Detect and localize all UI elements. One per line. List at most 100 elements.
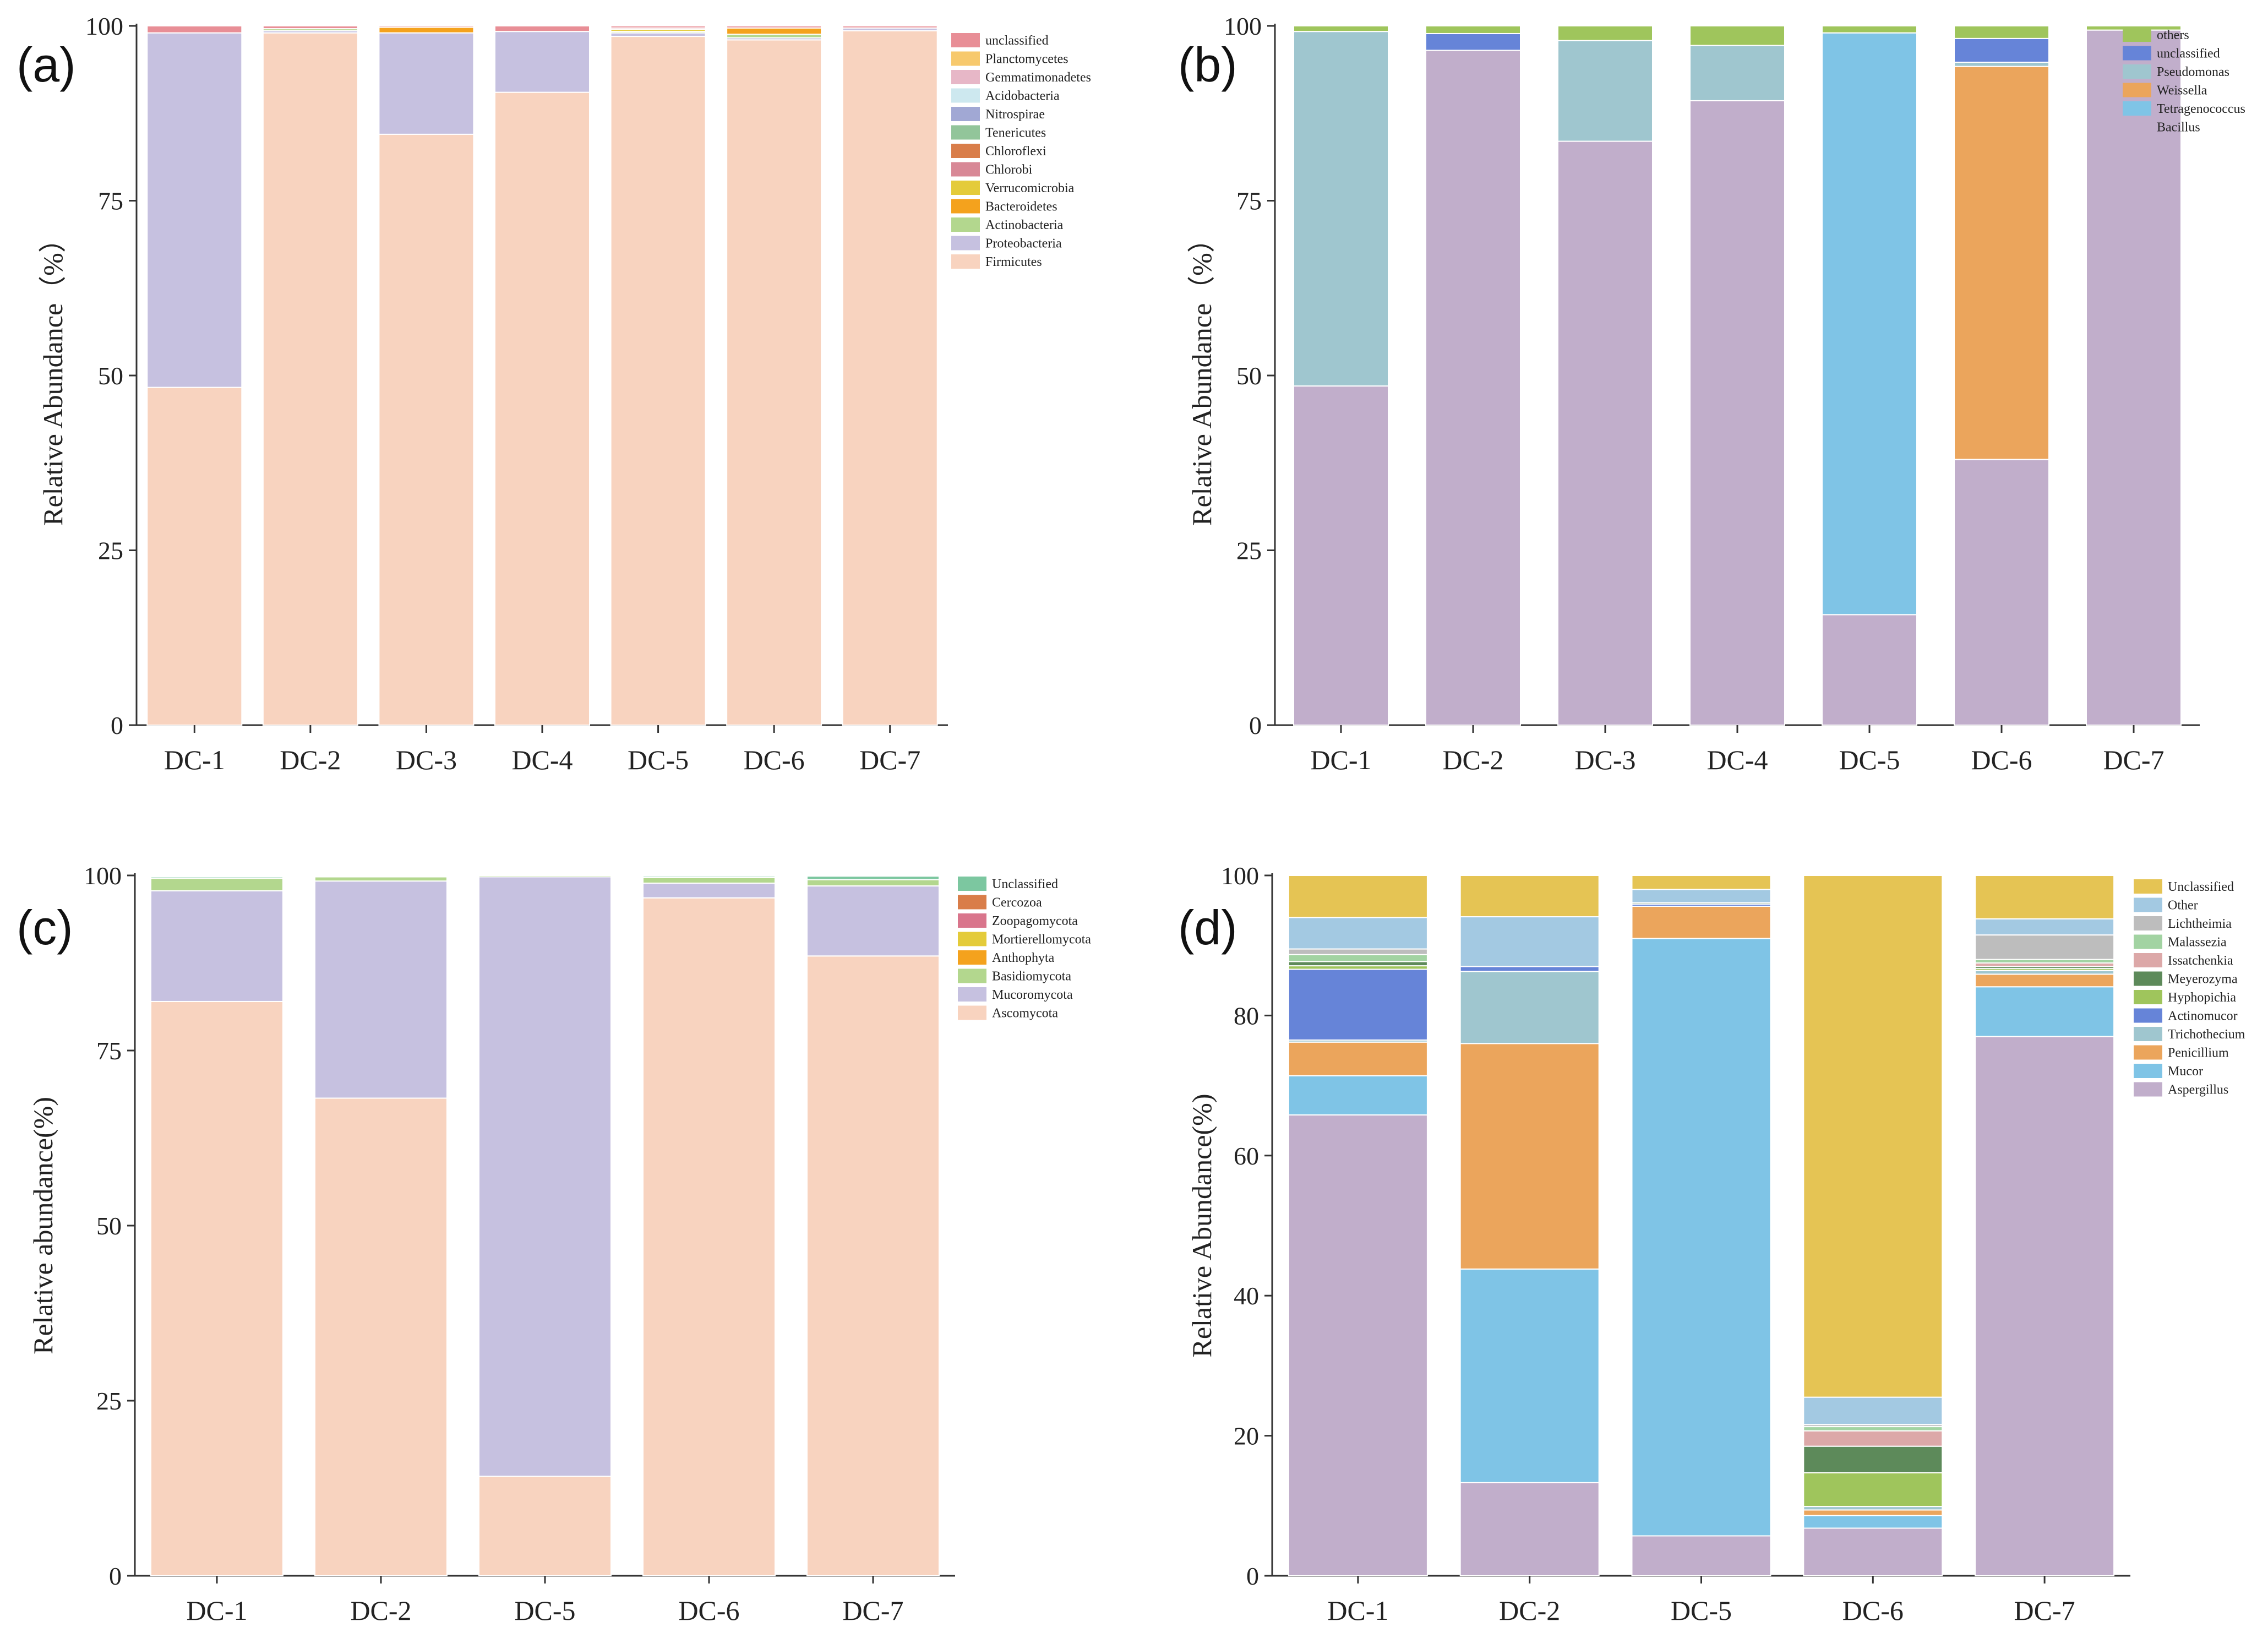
bar-segment-unclassified-dc-6 <box>1954 37 2049 63</box>
bar-segment-unclassified-dc-2 <box>1459 875 1600 918</box>
bar-segment-aspergillus-dc-1 <box>1288 1114 1428 1577</box>
legend-swatch <box>2123 28 2151 42</box>
bar-segment-unclassified-dc-1 <box>150 876 284 879</box>
bar-segment-penicillium-dc-6 <box>1803 1509 1943 1516</box>
x-tick-label: DC-1 <box>164 744 225 775</box>
legend-label: Weissella <box>2157 84 2207 98</box>
bar-segment-other-dc-6 <box>1803 1396 1943 1425</box>
legend-label: Planctomycetes <box>985 52 1068 67</box>
bar-segment-other-dc-5 <box>1631 889 1771 904</box>
y-tick-label: 0 <box>1246 1562 1259 1590</box>
legend-label: unclassified <box>2157 47 2220 61</box>
x-tick-label: DC-5 <box>1839 744 1900 775</box>
y-tick-label: 100 <box>84 862 122 890</box>
bar-segment-issatchenkia-dc-6 <box>1803 1430 1943 1447</box>
bar-segment-unclassified-dc-5 <box>610 25 706 29</box>
bar-segment-mucoromycota-dc-2 <box>314 880 448 1099</box>
bar-segment-mucoromycota-dc-5 <box>478 876 612 1477</box>
bar-segment-lichtheimia-dc-7 <box>1975 934 2115 960</box>
legend-label: Nitrospirae <box>985 107 1045 122</box>
bar-segment-unclassified-dc-6 <box>726 25 822 29</box>
legend-label: others <box>2157 28 2189 42</box>
chart-panel-3: (c) 0 25 50 75 100 Relative abundance(%) DC-1 DC… <box>17 862 1091 1626</box>
x-tick-label: DC-6 <box>1842 1595 1904 1626</box>
bar-segment-pseudomonas-dc-3 <box>1557 40 1653 142</box>
bar-segment-unclassified-dc-2 <box>1425 32 1521 51</box>
bar-segment-bacteroidetes-dc-3 <box>378 26 475 34</box>
bar-segment-proteobacteria-dc-1 <box>146 32 243 388</box>
legend-label: Mucoromycota <box>992 988 1073 1002</box>
x-tick-label: DC-7 <box>2014 1595 2075 1626</box>
x-tick-label: DC-7 <box>859 744 920 775</box>
legend-swatch <box>958 895 986 910</box>
bar-segment-mucor-dc-7 <box>1975 986 2115 1037</box>
bar-segment-unclassified-dc-2 <box>314 875 448 878</box>
y-tick-label: 75 <box>1236 187 1262 215</box>
legend-swatch <box>951 217 980 232</box>
bar-segment-mucor-dc-6 <box>1803 1515 1943 1529</box>
legend-swatch <box>2123 83 2151 97</box>
legend-swatch <box>951 144 980 158</box>
bar-segment-unclassified-dc-1 <box>146 25 243 34</box>
bar-segment-penicillium-dc-7 <box>1975 973 2115 988</box>
bar-segment-ascomycota-dc-7 <box>806 955 940 1576</box>
legend-swatch <box>2134 1045 2162 1060</box>
x-tick-label: DC-4 <box>1707 744 1768 775</box>
legend-swatch <box>2134 934 2162 949</box>
legend-swatch <box>958 877 986 891</box>
bar-segment-bacillus-dc-5 <box>1822 614 1917 726</box>
bar-segment-firmicutes-dc-2 <box>262 32 358 726</box>
bar-segment-penicillium-dc-5 <box>1631 905 1771 939</box>
legend-label: Bacillus <box>2157 121 2200 135</box>
bar-segment-others-dc-6 <box>1954 25 2049 39</box>
bar-segment-bacillus-dc-7 <box>2086 29 2182 726</box>
y-tick-label: 40 <box>1234 1282 1259 1310</box>
bar-segment-actinomucor-dc-1 <box>1288 968 1428 1041</box>
bar-segment-firmicutes-dc-7 <box>842 30 938 726</box>
bar-segment-bacillus-dc-2 <box>1425 50 1521 726</box>
x-tick-label: DC-3 <box>396 744 457 775</box>
bar-segment-unclassified-dc-7 <box>1975 875 2115 919</box>
bar-segment-firmicutes-dc-6 <box>726 39 822 726</box>
bar-segment-others-dc-2 <box>1425 25 1521 34</box>
x-tick-label: DC-2 <box>1499 1595 1560 1626</box>
legend-swatch <box>2134 1064 2162 1078</box>
bar-segment-unclassified-dc-5 <box>1631 875 1771 890</box>
legend-label: Bacteroidetes <box>985 200 1057 214</box>
legend-label: Chlorobi <box>985 163 1033 177</box>
y-tick-label: 25 <box>98 537 123 565</box>
bar-segment-other-dc-1 <box>1288 917 1428 950</box>
bar-segment-hyphopichia-dc-6 <box>1803 1472 1943 1508</box>
legend-label: Firmicutes <box>985 255 1042 269</box>
bar-segment-other-dc-2 <box>1459 916 1600 967</box>
bar-segment-others-dc-1 <box>1293 25 1389 32</box>
bar-segment-mucoromycota-dc-6 <box>642 882 776 899</box>
x-tick-label: DC-6 <box>678 1595 739 1626</box>
bar-segment-bacillus-dc-3 <box>1557 140 1653 726</box>
x-tick-label: DC-7 <box>842 1595 903 1626</box>
x-tick-label: DC-2 <box>350 1595 411 1626</box>
legend-swatch <box>951 33 980 47</box>
bar-segment-unclassified-dc-6 <box>1803 875 1943 1398</box>
bar-segment-unclassified-dc-1 <box>1288 875 1428 918</box>
x-tick-label: DC-1 <box>186 1595 247 1626</box>
legend-label: Trichothecium <box>2168 1027 2245 1042</box>
legend-swatch <box>2123 64 2151 79</box>
x-tick-label: DC-1 <box>1327 1595 1388 1626</box>
legend-label: Actinomucor <box>2168 1009 2238 1024</box>
legend-swatch <box>2134 1008 2162 1023</box>
legend-swatch <box>2123 46 2151 61</box>
legend-swatch <box>951 254 980 269</box>
legend-label: unclassified <box>985 34 1049 48</box>
bar-segment-aspergillus-dc-5 <box>1631 1535 1771 1577</box>
bar-segment-mucor-dc-2 <box>1459 1268 1600 1483</box>
legend-label: Acidobacteria <box>985 89 1060 104</box>
bar-segment-firmicutes-dc-1 <box>146 387 243 726</box>
legend-swatch <box>951 181 980 195</box>
panel-label: (a) <box>17 37 76 92</box>
bar-segment-trichothecium-dc-2 <box>1459 971 1600 1044</box>
bar-segment-other-dc-7 <box>1975 918 2115 936</box>
bar-segment-pseudomonas-dc-4 <box>1689 45 1785 101</box>
legend-label: Cercozoa <box>992 896 1042 910</box>
legend-swatch <box>951 51 980 66</box>
